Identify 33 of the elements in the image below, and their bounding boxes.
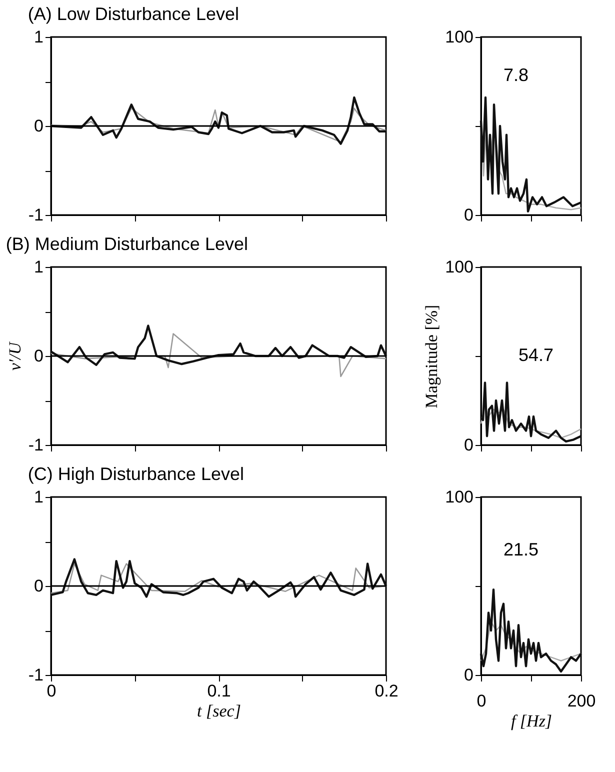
chart-title: (B) Medium Disturbance Level <box>6 234 248 254</box>
x-tick-label: 0.2 <box>374 682 398 700</box>
x-axis-title: t [sec] <box>197 702 241 720</box>
x-axis-title: f [Hz] <box>510 712 552 730</box>
y-tick-label: -1 <box>28 206 44 224</box>
x-tick-label: 0 <box>46 682 56 700</box>
y-tick-label: 100 <box>445 258 474 276</box>
y-tick-label: 0 <box>34 116 44 136</box>
y-tick-label: 100 <box>445 488 474 506</box>
y-tick-label: 0 <box>464 436 474 454</box>
y-tick-label: 0 <box>464 666 474 684</box>
x-tick-label: 0.1 <box>207 682 231 700</box>
y-tick-label: 0 <box>34 576 44 596</box>
y-tick-label: 100 <box>445 28 474 46</box>
chart-title: (C) High Disturbance Level <box>28 464 244 484</box>
y-tick-label: 1 <box>34 258 44 276</box>
annotation: 54.7 <box>518 345 554 365</box>
y-tick-label: 0 <box>34 346 44 366</box>
y-axis-title: Magnitude [%] <box>422 304 442 408</box>
y-tick-label: 0 <box>464 206 474 224</box>
y-tick-label: -1 <box>28 436 44 454</box>
line-series <box>480 382 582 443</box>
annotation: 7.8 <box>503 65 529 86</box>
y-axis-title: v′/U <box>5 340 24 371</box>
y-tick-label: -1 <box>28 666 44 684</box>
line-series <box>480 588 582 673</box>
chart-title: (A) Low Disturbance Level <box>28 4 239 24</box>
x-tick-label: 200 <box>567 692 596 710</box>
annotation: 21.5 <box>503 539 539 560</box>
y-tick-label: 1 <box>34 28 44 46</box>
y-tick-label: 1 <box>34 488 44 506</box>
x-tick-label: 0 <box>476 692 486 710</box>
line-series <box>480 96 582 213</box>
